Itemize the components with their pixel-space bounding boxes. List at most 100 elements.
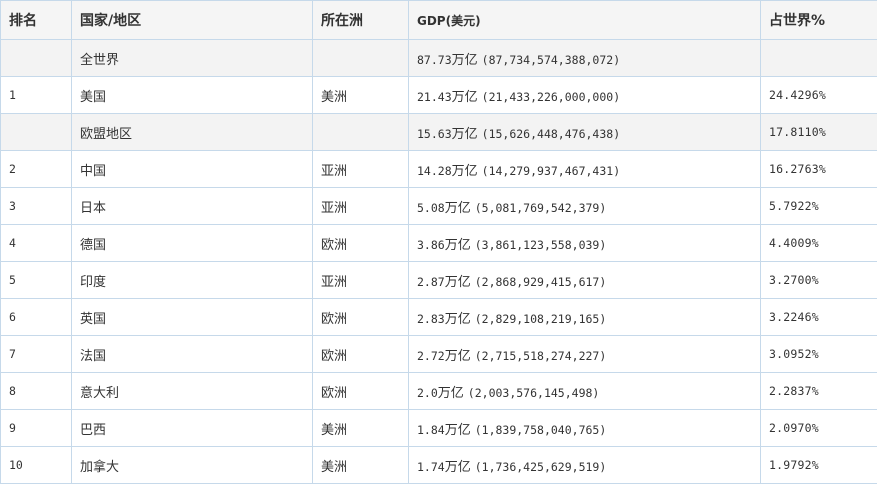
header-gdp: GDP(美元) — [408, 0, 761, 40]
cell-gdp: 1.74万亿 (1,736,425,629,519) — [408, 446, 761, 484]
cell-continent: 亚洲 — [312, 187, 409, 225]
gdp-full-value: (2,003,576,145,498) — [467, 385, 600, 400]
table-header: 排名 国家/地区 所在洲 GDP(美元) 占世界% — [0, 0, 877, 40]
cell-share: 4.4009% — [760, 224, 877, 262]
table-row: 5 印度 亚洲 2.87万亿 (2,868,929,415,617) 3.2700% — [0, 261, 877, 299]
header-row: 排名 国家/地区 所在洲 GDP(美元) 占世界% — [0, 0, 877, 40]
gdp-unit: 万亿 — [444, 237, 471, 253]
cell-rank: 9 — [0, 409, 72, 447]
cell-rank: 1 — [0, 76, 72, 114]
cell-share: 16.2763% — [760, 150, 877, 188]
cell-continent: 欧洲 — [312, 335, 409, 373]
table-row: 全世界 87.73万亿 (87,734,574,388,072) — [0, 39, 877, 77]
cell-rank: 5 — [0, 261, 72, 299]
gdp-short-value: 15.63 — [417, 126, 452, 141]
cell-country: 美国 — [71, 76, 313, 114]
header-share: 占世界% — [760, 0, 877, 40]
gdp-full-value: (21,433,226,000,000) — [481, 89, 621, 104]
cell-gdp: 14.28万亿 (14,279,937,467,431) — [408, 150, 761, 188]
table-row: 10 加拿大 美洲 1.74万亿 (1,736,425,629,519) 1.9792% — [0, 446, 877, 484]
gdp-short-value: 87.73 — [417, 52, 452, 67]
cell-gdp: 2.0万亿 (2,003,576,145,498) — [408, 372, 761, 410]
table-body: 全世界 87.73万亿 (87,734,574,388,072) 1 美国 美洲 21.43… — [0, 39, 877, 484]
gdp-full-value: (87,734,574,388,072) — [481, 52, 621, 67]
cell-continent: 欧洲 — [312, 298, 409, 336]
cell-continent — [312, 113, 409, 151]
gdp-short-value: 2.87 — [417, 274, 445, 289]
cell-continent: 亚洲 — [312, 261, 409, 299]
header-country: 国家/地区 — [71, 0, 313, 40]
cell-share: 24.4296% — [760, 76, 877, 114]
cell-share — [760, 39, 877, 77]
cell-rank: 2 — [0, 150, 72, 188]
gdp-short-value: 1.74 — [417, 459, 445, 474]
cell-continent — [312, 39, 409, 77]
cell-share: 3.2700% — [760, 261, 877, 299]
cell-share: 5.7922% — [760, 187, 877, 225]
gdp-unit: 万亿 — [444, 200, 471, 216]
gdp-short-value: 14.28 — [417, 163, 452, 178]
cell-continent: 美洲 — [312, 409, 409, 447]
gdp-unit: 万亿 — [444, 274, 471, 290]
cell-gdp: 15.63万亿 (15,626,448,476,438) — [408, 113, 761, 151]
cell-gdp: 1.84万亿 (1,839,758,040,765) — [408, 409, 761, 447]
table-row: 9 巴西 美洲 1.84万亿 (1,839,758,040,765) 2.0970% — [0, 409, 877, 447]
gdp-short-value: 2.83 — [417, 311, 445, 326]
cell-share: 3.2246% — [760, 298, 877, 336]
cell-country: 印度 — [71, 261, 313, 299]
table-row: 4 德国 欧洲 3.86万亿 (3,861,123,558,039) 4.4009% — [0, 224, 877, 262]
cell-continent: 美洲 — [312, 446, 409, 484]
gdp-unit: 万亿 — [437, 385, 464, 401]
cell-gdp: 2.72万亿 (2,715,518,274,227) — [408, 335, 761, 373]
gdp-full-value: (3,861,123,558,039) — [474, 237, 607, 252]
cell-share: 17.8110% — [760, 113, 877, 151]
cell-country: 英国 — [71, 298, 313, 336]
cell-rank — [0, 113, 72, 151]
cell-country: 欧盟地区 — [71, 113, 313, 151]
cell-country: 法国 — [71, 335, 313, 373]
cell-share: 2.2837% — [760, 372, 877, 410]
gdp-full-value: (2,715,518,274,227) — [474, 348, 607, 363]
gdp-unit: 万亿 — [451, 52, 478, 68]
table-row: 1 美国 美洲 21.43万亿 (21,433,226,000,000) 24.4296% — [0, 76, 877, 114]
gdp-short-value: 1.84 — [417, 422, 445, 437]
cell-gdp: 2.83万亿 (2,829,108,219,165) — [408, 298, 761, 336]
cell-country: 意大利 — [71, 372, 313, 410]
table-row: 6 英国 欧洲 2.83万亿 (2,829,108,219,165) 3.2246% — [0, 298, 877, 336]
table-row: 欧盟地区 15.63万亿 (15,626,448,476,438) 17.8110% — [0, 113, 877, 151]
cell-country: 巴西 — [71, 409, 313, 447]
table-row: 8 意大利 欧洲 2.0万亿 (2,003,576,145,498) 2.2837% — [0, 372, 877, 410]
table-row: 7 法国 欧洲 2.72万亿 (2,715,518,274,227) 3.0952% — [0, 335, 877, 373]
header-rank: 排名 — [0, 0, 72, 40]
cell-continent: 亚洲 — [312, 150, 409, 188]
cell-country: 日本 — [71, 187, 313, 225]
cell-country: 中国 — [71, 150, 313, 188]
gdp-full-value: (14,279,937,467,431) — [481, 163, 621, 178]
gdp-unit: 万亿 — [444, 311, 471, 327]
cell-continent: 欧洲 — [312, 224, 409, 262]
cell-share: 3.0952% — [760, 335, 877, 373]
gdp-unit: 万亿 — [444, 459, 471, 475]
gdp-short-value: 5.08 — [417, 200, 445, 215]
table-row: 2 中国 亚洲 14.28万亿 (14,279,937,467,431) 16.2763% — [0, 150, 877, 188]
cell-gdp: 5.08万亿 (5,081,769,542,379) — [408, 187, 761, 225]
gdp-full-value: (2,868,929,415,617) — [474, 274, 607, 289]
gdp-unit: 万亿 — [451, 163, 478, 179]
gdp-unit: 万亿 — [451, 89, 478, 105]
gdp-full-value: (2,829,108,219,165) — [474, 311, 607, 326]
cell-rank — [0, 39, 72, 77]
header-continent: 所在洲 — [312, 0, 409, 40]
cell-rank: 7 — [0, 335, 72, 373]
cell-rank: 10 — [0, 446, 72, 484]
cell-continent: 美洲 — [312, 76, 409, 114]
cell-rank: 4 — [0, 224, 72, 262]
gdp-full-value: (1,736,425,629,519) — [474, 459, 607, 474]
cell-gdp: 2.87万亿 (2,868,929,415,617) — [408, 261, 761, 299]
cell-gdp: 87.73万亿 (87,734,574,388,072) — [408, 39, 761, 77]
gdp-short-value: 2.0 — [417, 385, 438, 400]
cell-rank: 8 — [0, 372, 72, 410]
cell-continent: 欧洲 — [312, 372, 409, 410]
gdp-short-value: 21.43 — [417, 89, 452, 104]
gdp-unit: 万亿 — [444, 422, 471, 438]
gdp-unit: 万亿 — [444, 348, 471, 364]
